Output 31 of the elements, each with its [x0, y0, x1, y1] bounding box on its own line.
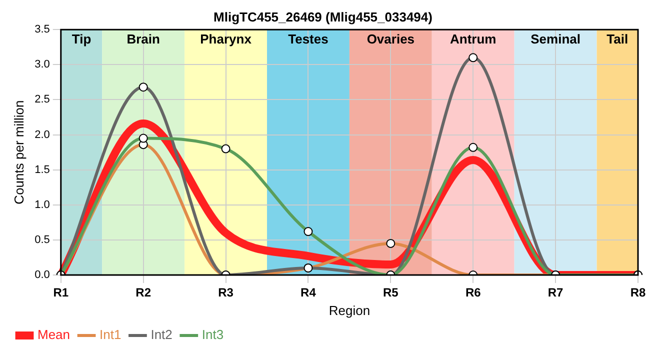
band-label: Testes [288, 32, 328, 47]
x-tick-label: R8 [630, 286, 646, 300]
y-axis-title: Counts per million [11, 100, 26, 204]
legend-label: Mean [38, 327, 70, 342]
x-tick-label: R6 [465, 286, 482, 300]
y-tick-label: 1.0 [34, 198, 50, 211]
legend-label: Int2 [150, 327, 172, 342]
x-axis-title: Region [328, 302, 370, 318]
y-tick-label: 2.5 [34, 94, 50, 106]
y-tick-label: 3.5 [34, 24, 50, 36]
band-label: Seminal [530, 32, 580, 47]
band-label: Tail [606, 32, 628, 47]
y-tick-label: 1.5 [34, 164, 50, 176]
band-label: Brain [126, 32, 160, 47]
chart-title: MligTC455_26469 (Mlig455_033494) [214, 9, 432, 24]
y-tick-label: 3.0 [34, 58, 50, 71]
legend-label: Int3 [202, 327, 224, 342]
x-tick-label: R7 [548, 286, 564, 300]
x-tick-label: R5 [382, 286, 399, 300]
x-tick-label: R4 [300, 286, 316, 300]
band-label: Tip [72, 32, 92, 47]
x-tick-label: R1 [53, 286, 69, 300]
legend-label: Int1 [100, 327, 122, 342]
band-label: Pharynx [200, 32, 252, 47]
band-label: Antrum [450, 32, 496, 47]
x-tick-label: R3 [218, 286, 234, 300]
x-tick-label: R2 [136, 286, 152, 300]
y-tick-label: 2.0 [34, 128, 50, 141]
y-tick-label: 0.0 [34, 269, 50, 282]
band-label: Ovaries [366, 32, 415, 47]
y-tick-label: 0.5 [34, 234, 50, 246]
